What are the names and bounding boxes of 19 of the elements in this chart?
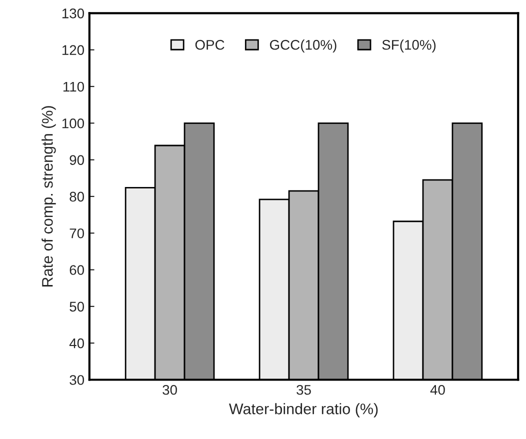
y-tick-label: 130 xyxy=(62,8,84,18)
y-tick-label: 30 xyxy=(70,375,84,385)
y-tick-label: 50 xyxy=(70,302,84,312)
x-tick-label: 35 xyxy=(296,384,311,395)
y-tick-label: 100 xyxy=(62,118,84,128)
legend-label: OPC xyxy=(195,40,224,50)
y-tick-label: 110 xyxy=(63,82,84,92)
x-tick-label: 40 xyxy=(430,384,445,395)
x-tick-label: 30 xyxy=(162,384,177,395)
legend-label: GCC(10%) xyxy=(270,40,336,52)
y-tick-label: 60 xyxy=(70,265,84,275)
x-axis-title: Water-binder ratio (%) xyxy=(228,403,378,418)
y-tick-label: 80 xyxy=(70,192,84,202)
y-tick-label: 70 xyxy=(70,228,84,238)
y-axis-title: Rate of comp. strength (%) xyxy=(42,106,56,286)
legend-label: SF(10%) xyxy=(382,40,436,52)
y-tick-label: 120 xyxy=(62,45,84,55)
y-tick-label: 90 xyxy=(70,155,84,165)
y-tick-label: 40 xyxy=(69,338,84,348)
